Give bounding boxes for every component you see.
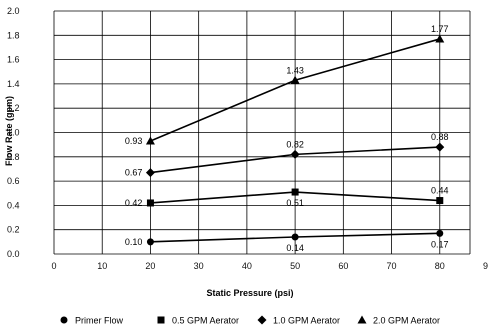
x-tick-label: 30 (194, 261, 204, 271)
legend-label: 0.5 GPM Aerator (172, 316, 239, 326)
legend: Primer Flow 0.5 GPM Aerator 1.0 GPM Aerato… (60, 315, 440, 326)
series-0: 0.10 0.14 0.17 (125, 229, 449, 253)
x-axis-title: Static Pressure (psi) (206, 288, 293, 298)
legend-label: 2.0 GPM Aerator (373, 316, 440, 326)
data-label: 0.17 (431, 239, 449, 249)
data-label: 0.93 (125, 136, 143, 146)
data-point (436, 229, 444, 237)
data-label: 0.88 (431, 132, 449, 142)
y-tick-label: 1.8 (7, 30, 20, 40)
legend-item: 0.5 GPM Aerator (157, 316, 239, 326)
y-tick-labels: 0.0 0.2 0.4 0.6 0.8 1.0 1.2 1.4 1.6 1.8 2.0 (7, 6, 20, 259)
data-label: 0.82 (286, 139, 304, 149)
legend-marker (357, 315, 367, 324)
data-point (290, 75, 300, 84)
legend-label: Primer Flow (75, 316, 124, 326)
x-tick-label: 0 (51, 261, 56, 271)
x-tick-label: 10 (97, 261, 107, 271)
data-point (435, 142, 445, 152)
y-tick-label: 0.6 (7, 176, 20, 186)
x-tick-label: 90 (483, 261, 488, 271)
y-tick-label: 0.8 (7, 152, 20, 162)
y-tick-label: 1.4 (7, 79, 20, 89)
data-point (145, 136, 155, 145)
y-tick-label: 1.2 (7, 103, 20, 113)
x-tick-label: 20 (145, 261, 155, 271)
series-1: 0.42 0.51 0.44 (125, 186, 449, 208)
data-point (291, 188, 299, 196)
data-label: 0.44 (431, 186, 449, 196)
legend-item: 2.0 GPM Aerator (357, 315, 440, 326)
y-axis-title: Flow Rate (gpm) (4, 96, 14, 166)
data-label: 0.14 (286, 243, 304, 253)
legend-marker (157, 316, 165, 324)
x-tick-label: 50 (290, 261, 300, 271)
y-tick-label: 1.6 (7, 55, 20, 65)
data-label: 1.77 (431, 24, 449, 34)
data-point (291, 233, 299, 241)
data-label: 0.51 (286, 198, 304, 208)
x-tick-label: 60 (338, 261, 348, 271)
legend-label: 1.0 GPM Aerator (273, 316, 340, 326)
data-label: 0.10 (125, 237, 143, 247)
series: 0.100.14 0.170.42 0.510.440.670.820.880.93… (125, 24, 449, 253)
data-label: 0.42 (125, 198, 143, 208)
data-point (146, 238, 154, 246)
y-tick-label: 1.0 (7, 128, 20, 138)
x-tick-labels: 0 10 20 30 40 50 60 70 80 90 (51, 261, 488, 271)
grid (53, 10, 471, 255)
data-point (436, 197, 444, 205)
x-tick-label: 40 (242, 261, 252, 271)
legend-item: Primer Flow (60, 316, 124, 326)
y-tick-label: 2.0 (7, 6, 20, 16)
legend-marker (60, 316, 68, 324)
data-point (435, 34, 445, 43)
data-label: 0.67 (125, 168, 143, 178)
y-tick-label: 0.0 (7, 249, 20, 259)
data-point (290, 149, 300, 159)
y-tick-label: 0.4 (7, 200, 20, 210)
series-2: 0.67 0.82 0.88 (125, 132, 449, 178)
legend-item: 1.0 GPM Aerator (257, 315, 340, 326)
series-3: 0.93 1.43 1.77 (125, 24, 449, 146)
y-tick-label: 0.2 (7, 225, 20, 235)
data-point (145, 168, 155, 178)
x-tick-label: 70 (387, 261, 397, 271)
x-tick-label: 80 (435, 261, 445, 271)
legend-marker (257, 315, 267, 325)
data-label: 1.43 (286, 65, 304, 75)
data-point (146, 199, 154, 207)
